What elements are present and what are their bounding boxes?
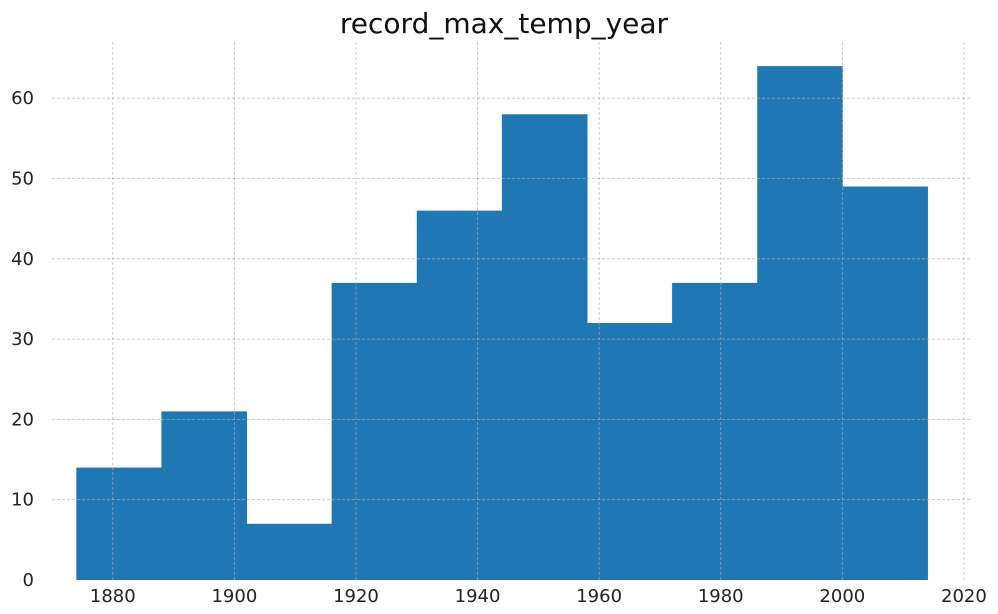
bars-layer bbox=[76, 66, 928, 581]
y-tick-label: 30 bbox=[11, 329, 34, 350]
x-tick-labels: 1880 1900 1920 1940 1960 1980 2000 2020 bbox=[90, 586, 987, 607]
x-tick-label: 1900 bbox=[211, 586, 257, 607]
x-tick-label: 2020 bbox=[941, 586, 987, 607]
y-tick-label: 40 bbox=[11, 249, 34, 270]
x-tick-label: 1960 bbox=[576, 586, 622, 607]
x-tick-label: 1940 bbox=[455, 586, 501, 607]
histogram-bar bbox=[757, 66, 843, 581]
x-tick-label: 1920 bbox=[333, 586, 379, 607]
histogram-bar bbox=[672, 282, 758, 580]
x-tick-label: 2000 bbox=[819, 586, 865, 607]
x-tick-label: 1980 bbox=[698, 586, 744, 607]
histogram-bar bbox=[501, 114, 588, 581]
grid-layer bbox=[52, 42, 970, 580]
histogram-bar bbox=[331, 282, 418, 580]
y-tick-label: 50 bbox=[11, 169, 34, 190]
histogram-bar bbox=[842, 186, 928, 581]
histogram-bar bbox=[76, 467, 162, 580]
x-tick-label: 1880 bbox=[90, 586, 136, 607]
histogram-bar bbox=[246, 523, 333, 580]
y-tick-label: 60 bbox=[11, 88, 34, 109]
y-tick-labels: 0 10 20 30 40 50 60 bbox=[11, 88, 34, 591]
y-tick-label: 0 bbox=[23, 570, 34, 591]
y-tick-label: 10 bbox=[11, 490, 34, 511]
histogram-bar bbox=[586, 323, 673, 580]
histogram-bar bbox=[161, 411, 248, 580]
histogram-bar bbox=[416, 210, 503, 580]
y-tick-label: 20 bbox=[11, 409, 34, 430]
chart-title: record_max_temp_year bbox=[339, 7, 669, 40]
